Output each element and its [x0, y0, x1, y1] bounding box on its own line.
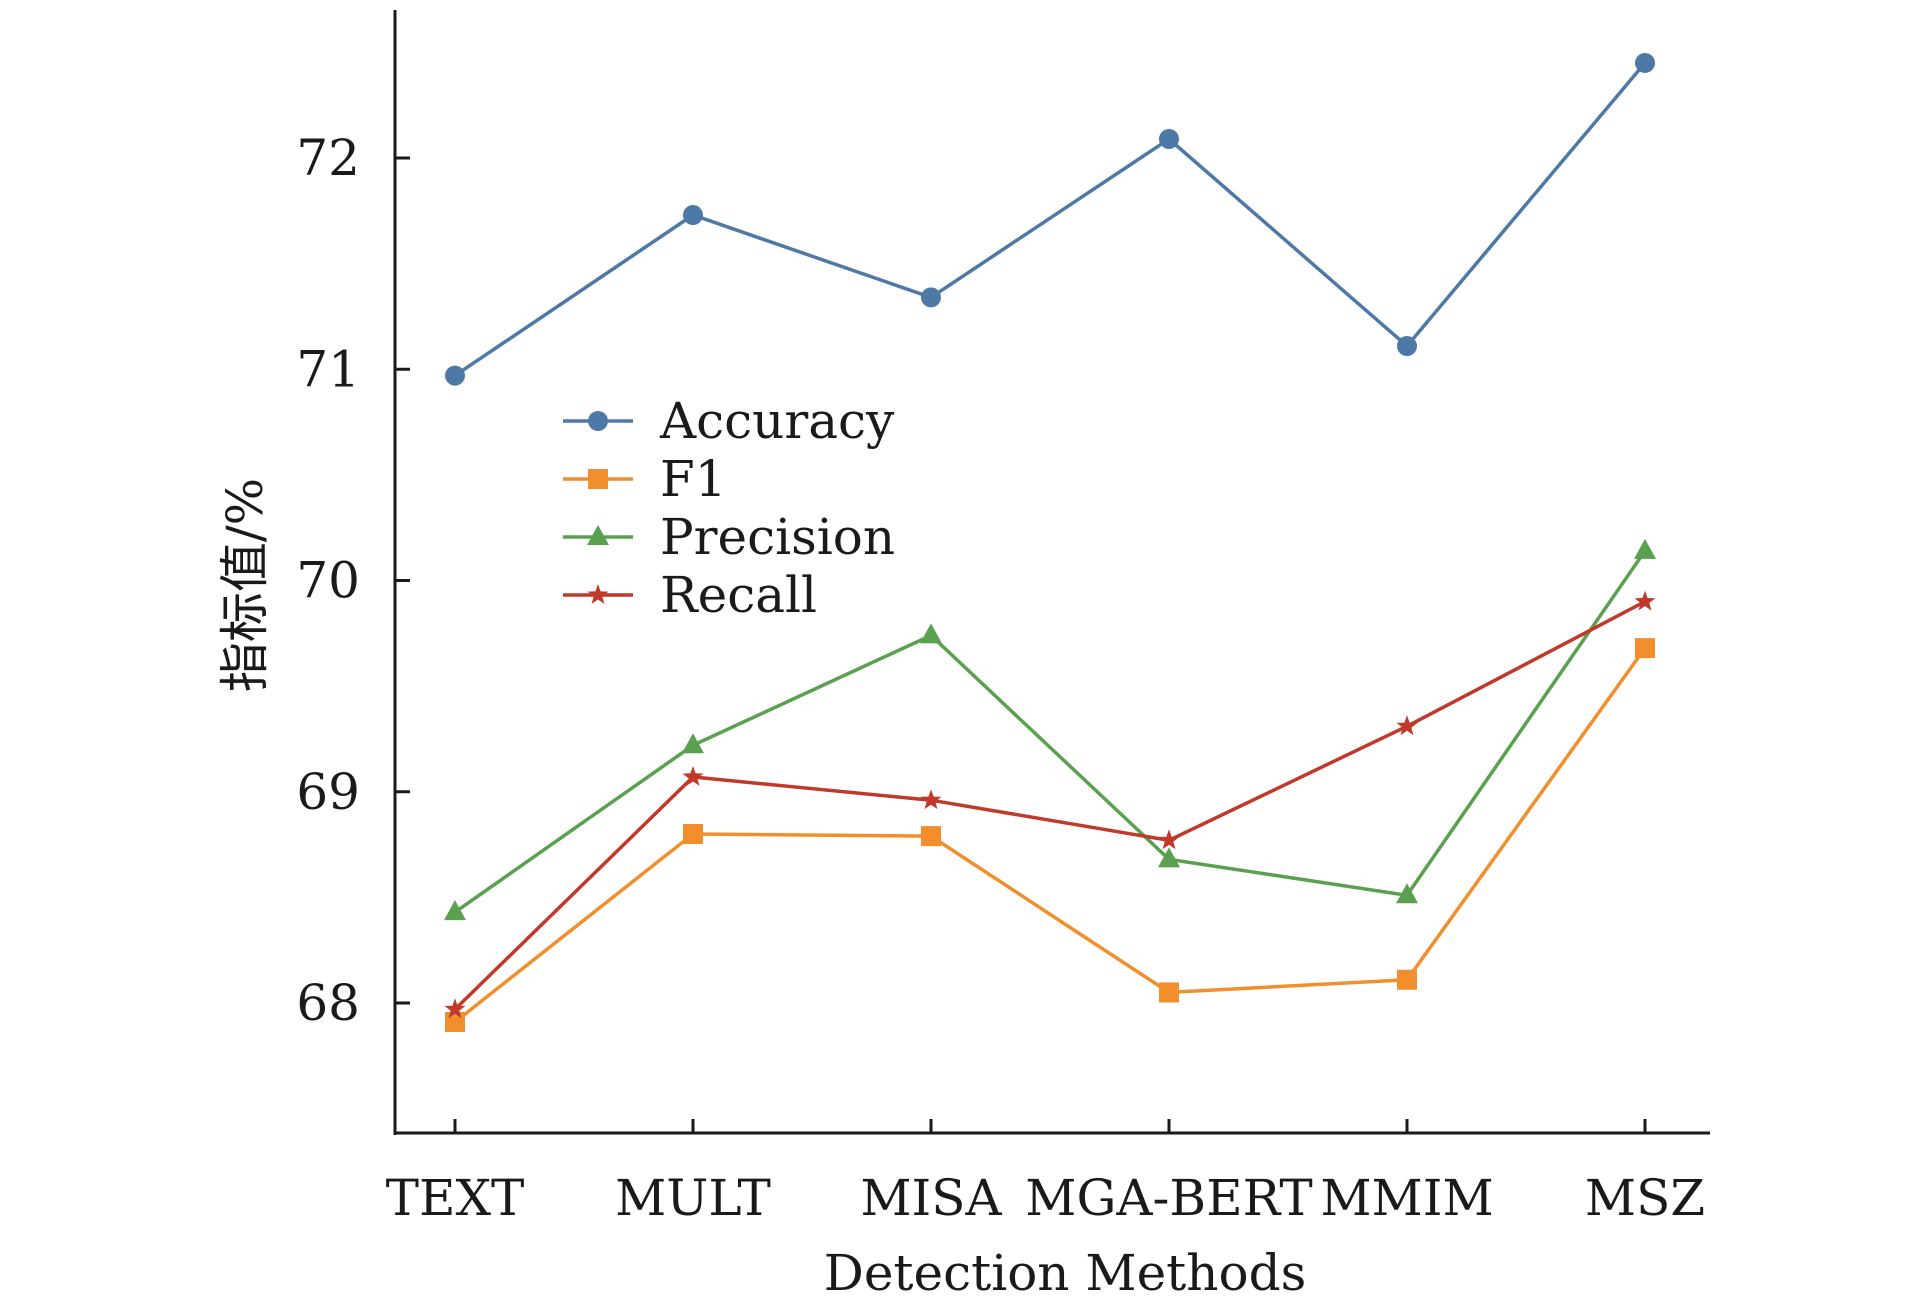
legend-item: F1	[563, 450, 727, 508]
series-line	[453, 647, 1647, 1024]
y-axis-title: 指标值/%	[216, 478, 274, 692]
data-point	[1634, 538, 1656, 559]
y-tick-label: 70	[296, 552, 360, 610]
series-precision	[444, 538, 1656, 921]
y-tick-label: 68	[296, 974, 360, 1032]
data-point	[445, 1012, 465, 1033]
data-point	[920, 623, 942, 644]
data-point	[920, 789, 942, 810]
legend-marker	[587, 525, 609, 545]
x-tick-label: TEXT	[386, 1169, 525, 1227]
data-point	[1635, 52, 1655, 73]
data-point	[682, 733, 704, 754]
data-point	[1634, 590, 1656, 611]
legend-item: Precision	[563, 508, 895, 566]
data-point	[683, 205, 703, 226]
data-point	[921, 287, 941, 308]
legend-marker	[587, 584, 609, 604]
data-point	[921, 826, 941, 847]
legend-label: F1	[660, 450, 727, 508]
series-line	[454, 61, 1647, 378]
legend-label: Recall	[660, 566, 817, 624]
ticks-layer: 68 69 70 71 72 TEXT MULT MISA MGA-BERT MMIM MSZ	[296, 129, 1705, 1227]
series-recall	[444, 590, 1656, 1019]
x-tick-label: MMIM	[1320, 1169, 1493, 1227]
data-point	[1396, 883, 1418, 904]
x-tick-label: MSZ	[1585, 1169, 1705, 1227]
data-point	[1159, 982, 1179, 1003]
series-line	[453, 549, 1647, 914]
series-layer	[444, 52, 1656, 1033]
series-accuracy	[445, 52, 1655, 386]
data-point	[445, 365, 465, 386]
series-line	[453, 600, 1646, 1011]
legend-item: Accuracy	[563, 392, 895, 450]
x-tick-label: MISA	[860, 1169, 1002, 1227]
x-tick-label: MGA-BERT	[1025, 1169, 1313, 1227]
data-point	[1397, 336, 1417, 357]
legend-label: Accuracy	[659, 392, 895, 450]
legend-marker	[588, 469, 608, 489]
legend-label: Precision	[660, 508, 895, 566]
x-tick-label: MULT	[615, 1169, 771, 1227]
data-point	[1635, 638, 1655, 659]
y-tick-label: 69	[296, 763, 360, 821]
data-point	[683, 824, 703, 844]
data-point	[682, 766, 704, 786]
data-point	[1158, 829, 1180, 850]
data-point	[444, 900, 466, 921]
y-tick-label: 71	[296, 340, 360, 398]
series-f1	[445, 638, 1655, 1033]
data-point	[1159, 128, 1179, 149]
data-point	[1397, 969, 1417, 990]
legend-item: Recall	[563, 566, 817, 624]
data-point	[1158, 847, 1180, 868]
data-point	[1396, 715, 1418, 736]
legend-marker	[588, 411, 608, 431]
y-tick-label: 72	[296, 129, 360, 187]
x-axis-title: Detection Methods	[824, 1244, 1307, 1299]
data-point	[444, 998, 466, 1019]
